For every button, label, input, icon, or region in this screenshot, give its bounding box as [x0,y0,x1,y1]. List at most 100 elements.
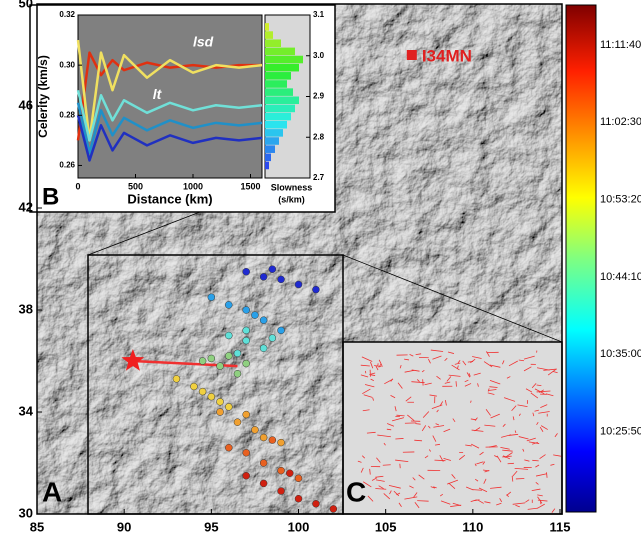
event [225,444,232,451]
event [312,500,319,507]
fault [547,472,548,477]
hist-bar [265,105,295,113]
panel-label: A [42,476,62,507]
event [260,480,267,487]
hist-bar [265,23,269,31]
event [260,317,267,324]
x-tick-label: 110 [462,519,483,534]
event [260,273,267,280]
hist-bar [265,39,281,47]
event [251,426,258,433]
hist-bar [265,88,293,96]
y-tick-label: 2.8 [313,132,325,141]
event [234,419,241,426]
x-tick-label: 500 [128,181,143,191]
event [278,327,285,334]
panel-label: C [346,476,366,507]
y-tick-label: 0.32 [59,10,75,19]
event [225,301,232,308]
y-tick-label: 0.30 [59,60,75,69]
colorbar-label: 10:35:00 [600,348,641,360]
event [208,294,215,301]
colorbar-label: 10:25:50 [600,425,641,437]
fault [417,501,428,502]
y-tick-label: 2.9 [313,92,325,101]
y-tick-label: 0.28 [59,110,75,119]
colorbar [566,5,596,512]
event [286,470,293,477]
hist-bar [265,145,275,153]
figure: A 859095100105110115303438424650I34MNC11… [0,0,641,539]
annotation: lt [153,86,163,102]
fault [415,424,420,425]
y-tick-label: 42 [19,199,33,214]
event [243,307,250,314]
event [278,276,285,283]
x-tick-label: 95 [204,519,218,534]
y-tick-label: 30 [19,505,33,520]
inset-c [343,342,562,514]
event [295,281,302,288]
event [260,434,267,441]
x-axis-label: Distance (km) [127,191,212,206]
y-tick-label: 50 [19,0,33,10]
event [243,472,250,479]
event [208,355,215,362]
event [243,449,250,456]
hist-bar [265,162,269,170]
station-label: I34MN [422,46,472,65]
hist-bar [265,97,299,105]
hist-bar [265,56,303,64]
event [243,337,250,344]
event [295,495,302,502]
event [217,363,224,370]
colorbar-label: 10:44:10 [600,271,641,283]
fault [434,460,445,461]
y-tick-label: 38 [19,301,33,316]
event [269,335,276,342]
event [225,352,232,359]
event [199,388,206,395]
plot-frame [78,15,262,178]
hist-bar [265,31,273,39]
hist-bar [265,137,279,145]
event [217,398,224,405]
event [243,327,250,334]
hist-bar [265,113,291,121]
hist-bar [265,154,271,162]
event [190,383,197,390]
y-tick-label: 2.7 [313,173,325,182]
hist-bar [265,129,283,137]
y-tick-label: 0.26 [59,161,75,170]
hist-bar [265,72,291,80]
event [278,467,285,474]
x-tick-label: 115 [550,519,571,534]
x-tick-label: 0 [75,181,80,191]
x-tick-label: 1500 [240,181,260,191]
hist-label: Slowness [271,182,313,192]
y-tick-label: 3.0 [313,51,325,60]
event [208,393,215,400]
event [199,358,206,365]
hist-bar [265,80,287,88]
event [225,403,232,410]
event [269,437,276,444]
event [243,360,250,367]
x-tick-label: 1000 [183,181,203,191]
colorbar-label: 11:02:30 [600,116,641,128]
event [278,439,285,446]
hist-label: (s/km) [278,194,305,204]
hist-bar [265,121,287,129]
event [330,505,337,512]
event [234,370,241,377]
station-marker [407,50,417,60]
hist-bar [265,48,295,56]
hist-bar [265,64,299,72]
event [269,266,276,273]
x-tick-label: 85 [30,519,44,534]
x-tick-label: 90 [117,519,131,534]
y-axis-label: Celerity (km/s) [36,55,50,138]
panel-label: B [42,183,59,210]
event [278,488,285,495]
event [251,312,258,319]
